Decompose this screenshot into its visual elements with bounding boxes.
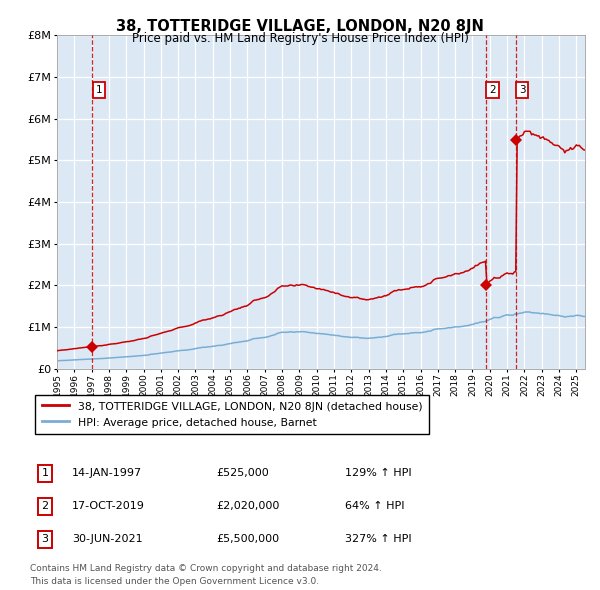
Text: Price paid vs. HM Land Registry's House Price Index (HPI): Price paid vs. HM Land Registry's House … [131,32,469,45]
Text: 327% ↑ HPI: 327% ↑ HPI [345,535,412,544]
Text: £525,000: £525,000 [216,468,269,478]
Text: Contains HM Land Registry data © Crown copyright and database right 2024.: Contains HM Land Registry data © Crown c… [30,564,382,573]
Text: 64% ↑ HPI: 64% ↑ HPI [345,502,404,511]
Text: 30-JUN-2021: 30-JUN-2021 [72,535,143,544]
Text: 38, TOTTERIDGE VILLAGE, LONDON, N20 8JN: 38, TOTTERIDGE VILLAGE, LONDON, N20 8JN [116,19,484,34]
Text: 129% ↑ HPI: 129% ↑ HPI [345,468,412,478]
Text: 2: 2 [489,86,496,96]
Legend: 38, TOTTERIDGE VILLAGE, LONDON, N20 8JN (detached house), HPI: Average price, de: 38, TOTTERIDGE VILLAGE, LONDON, N20 8JN … [35,395,429,434]
Text: 17-OCT-2019: 17-OCT-2019 [72,502,145,511]
Text: £5,500,000: £5,500,000 [216,535,279,544]
Text: 2: 2 [41,502,49,511]
Text: This data is licensed under the Open Government Licence v3.0.: This data is licensed under the Open Gov… [30,576,319,586]
Text: 14-JAN-1997: 14-JAN-1997 [72,468,142,478]
Text: 1: 1 [95,86,102,96]
Text: 3: 3 [519,86,526,96]
Text: £2,020,000: £2,020,000 [216,502,280,511]
Text: 1: 1 [41,468,49,478]
Text: 3: 3 [41,535,49,544]
